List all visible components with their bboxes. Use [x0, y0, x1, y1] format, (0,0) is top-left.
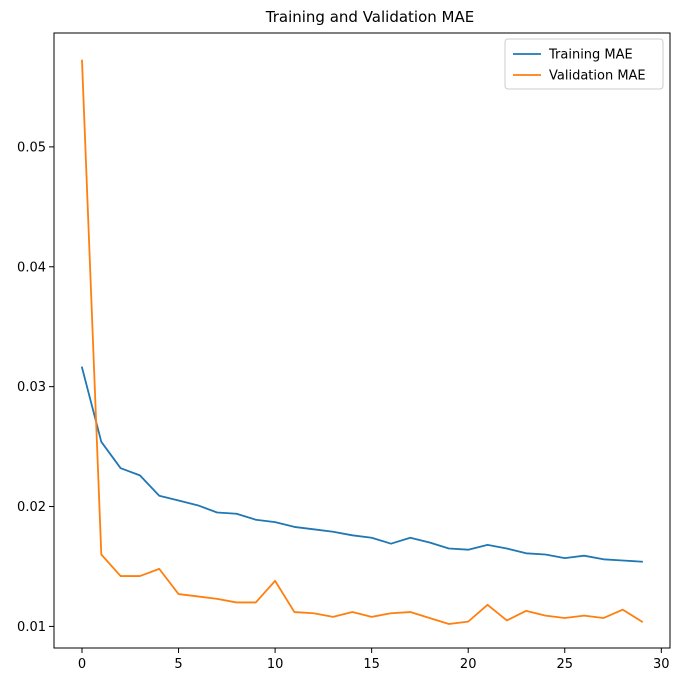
y-tick-label: 0.01: [17, 620, 46, 635]
x-tick-label: 0: [78, 657, 86, 672]
y-tick-label: 0.05: [17, 140, 46, 155]
y-tick-label: 0.03: [17, 380, 46, 395]
series-layer: [80, 59, 644, 625]
plot-area: [54, 33, 670, 648]
y-tick-label: 0.04: [17, 260, 46, 275]
x-tick-label: 10: [267, 657, 284, 672]
x-tick-label: 15: [363, 657, 380, 672]
x-tick-label: 5: [174, 657, 182, 672]
series-line-training-mae: [80, 366, 643, 563]
legend-label-training-mae: Training MAE: [548, 48, 633, 63]
x-tick-label: 20: [460, 657, 477, 672]
x-tick-label: 30: [653, 657, 670, 672]
legend-box: [504, 38, 664, 90]
axes-layer: 0 5 10 15 20 25 30 0.01 0.02 0.03 0.04 0.05: [17, 32, 671, 672]
x-tick-label: 25: [556, 657, 573, 672]
series-line-validation-mae: [81, 59, 644, 625]
y-tick-label: 0.02: [17, 500, 46, 515]
axes-frame: [53, 32, 671, 649]
legend-label-validation-mae: Validation MAE: [549, 69, 646, 84]
chart-title: Training and Validation MAE: [265, 8, 474, 26]
legend: Training MAE Validation MAE: [504, 38, 664, 90]
